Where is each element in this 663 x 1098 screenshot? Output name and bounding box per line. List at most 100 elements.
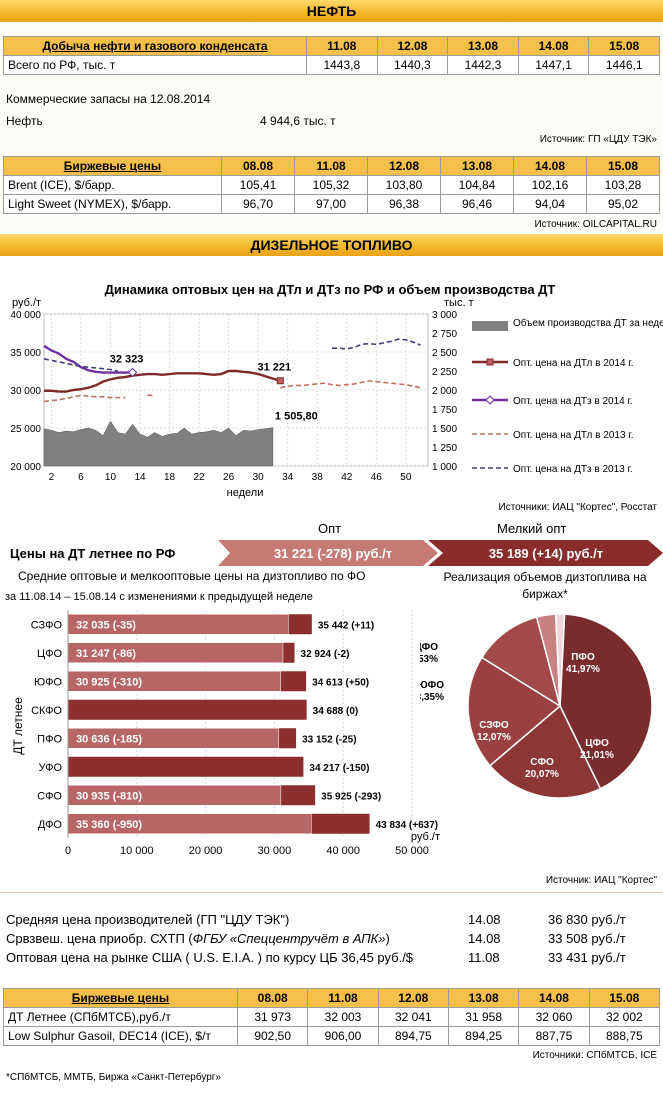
y-tick-left: 40 000 [10, 310, 41, 321]
pie-label-name: ЦФО [585, 738, 609, 749]
regional-subtitle: за 11.08.14 – 15.08.14 с изменениями к п… [5, 591, 313, 603]
x-tick: 2 [49, 472, 55, 483]
ds-ex-value: 894,75 [377, 1026, 449, 1046]
legend-swatch [472, 321, 508, 331]
bar-label-opt: 30 935 (-810) [76, 790, 142, 802]
x-tick: 26 [223, 472, 235, 483]
legend-label: Объем производства ДТ за неделю [513, 317, 663, 329]
pie-label-value: 3,35% [420, 692, 444, 703]
price-row-date: 14.08 [468, 931, 501, 946]
y-tick-right: 3 000 [432, 310, 457, 321]
category-label: СФО [37, 790, 62, 802]
oil-ex-row-label: Brent (ICE), $/барр. [3, 175, 222, 195]
bar-label-retail: 34 688 (0) [313, 706, 359, 717]
y-tick-right: 2 750 [432, 329, 457, 340]
pie-label-name: ЮФО [420, 680, 444, 691]
oil-ex-value: 97,00 [294, 194, 368, 214]
ds-ex-value: 894,25 [447, 1026, 520, 1046]
marker-dtl [276, 377, 284, 385]
category-label: ЦФО [37, 648, 63, 660]
opt-value: 31 221 (-278) руб./т [274, 546, 392, 561]
ds-ex-value: 32 002 [588, 1007, 661, 1027]
x-tick: 6 [78, 472, 84, 483]
oil-exchange-header: Биржевые цены [3, 156, 222, 176]
prod-row-label: Всего по РФ, тыс. т [3, 55, 307, 75]
source-oilcapital: Источник: OILCAPITAL.RU [534, 219, 657, 230]
source-cortes: Источник: ИАЦ "Кортес" [545, 875, 657, 886]
y-tick-right: 2 000 [432, 386, 457, 397]
oil-exchange-table: Биржевые цены 08.08 11.08 12.08 13.08 14… [3, 156, 660, 214]
pie-slice [554, 613, 566, 707]
oil-ex-date: 12.08 [367, 156, 441, 176]
bar-label-opt: 30 636 (-185) [76, 733, 142, 745]
bar-label-retail: 34 217 (-150) [309, 763, 369, 774]
bar-label-retail: 43 834 (+637) [376, 820, 439, 831]
y-tick-right: 1 750 [432, 405, 457, 416]
pie-label-value: 21,01% [580, 750, 614, 761]
bar-label-retail: 35 442 (+11) [318, 620, 374, 631]
prod-date: 12.08 [376, 36, 449, 56]
oil-ex-value: 96,46 [440, 194, 514, 214]
line-chart-legend: Объем производства ДТ за неделю Опт. цена… [472, 317, 663, 475]
ds-ex-value: 887,75 [518, 1026, 590, 1046]
oil-ex-value: 103,28 [586, 175, 660, 195]
line-chart-ylabel-right: тыс. т [444, 297, 474, 309]
ds-ex-value: 32 041 [377, 1007, 449, 1027]
oil-ex-date: 14.08 [513, 156, 587, 176]
line-chart-axes: 20 000 25 000 30 000 35 000 40 000 1 000 1 250… [10, 310, 457, 483]
x-tick: 0 [65, 845, 71, 857]
series-line [44, 369, 281, 393]
ds-ex-date: 12.08 [377, 988, 449, 1008]
diesel-band: ДИЗЕЛЬНОЕ ТОПЛИВО [0, 234, 663, 256]
ds-ex-value: 32 003 [307, 1007, 379, 1027]
bar-label-retail: 34 613 (+50) [312, 677, 369, 688]
x-tick: 50 000 [395, 845, 429, 857]
separator [0, 892, 663, 893]
pie-slice [467, 656, 562, 767]
category-label: ЮФО [34, 676, 62, 688]
y-tick-left: 20 000 [10, 462, 41, 473]
category-label: ДФО [38, 819, 63, 831]
x-tick: 14 [134, 472, 146, 483]
bar-retail [68, 699, 307, 720]
pie-label-value: 41,97% [566, 664, 600, 675]
y-tick-left: 25 000 [10, 424, 41, 435]
pie-label-name: СЗФО [479, 720, 509, 731]
oil-ex-date: 08.08 [221, 156, 295, 176]
footnote: *СПбМТСБ, ММТБ, Биржа «Санкт-Петербург» [6, 1072, 221, 1083]
legend-label: Опт. цена на ДТз в 2013 г. [513, 464, 633, 475]
pie-label-name: СФО [530, 757, 554, 768]
marker-dtz [127, 367, 138, 378]
source-cdu: Источник: ГП «ЦДУ ТЭК» [539, 134, 657, 145]
price-arrows: 31 221 (-278) руб./т 35 189 (+14) руб./т [218, 540, 663, 566]
opt-label: Опт [318, 521, 342, 536]
series-line [43, 344, 133, 374]
pie-title: Реализация объемов дизтоплива на биржах* [443, 570, 647, 601]
prod-date: 14.08 [517, 36, 590, 56]
bar-chart-ylabel: ДТ летнее [11, 697, 25, 755]
category-label: УФО [38, 762, 62, 774]
pie-label-value: 12,07% [477, 732, 511, 743]
prod-value: 1443,8 [306, 55, 378, 75]
line-chart: Динамика оптовых цен на ДТл и ДТз по РФ … [10, 282, 663, 499]
price-row-value: 33 431 руб./т [548, 950, 626, 965]
legend-label: Опт. цена на ДТз в 2014 г. [513, 396, 633, 407]
prod-value: 1446,1 [588, 55, 660, 75]
series-area [43, 420, 274, 467]
pie-label-name: ПФО [571, 652, 595, 663]
x-tick: 40 000 [326, 845, 360, 857]
production-header: Добыча нефти и газового конденсата [3, 36, 307, 56]
stocks-value: 4 944,6 тыс. т [260, 114, 336, 128]
x-tick: 42 [341, 472, 353, 483]
source-spbmtsb-ice: Источники: СПбМТСБ, ICE [532, 1050, 657, 1061]
x-tick: 34 [282, 472, 294, 483]
bar-chart: 32 035 (-35) 35 442 (+11) 31 247 (-86) 32 9… [11, 610, 440, 857]
data-label: 31 221 [257, 362, 291, 374]
oil-band: НЕФТЬ [0, 0, 663, 22]
data-label: 1 505,80 [275, 411, 318, 423]
oil-ex-value: 94,04 [513, 194, 587, 214]
oil-ex-date: 13.08 [440, 156, 514, 176]
oil-ex-value: 105,41 [221, 175, 295, 195]
x-tick: 38 [312, 472, 324, 483]
series-line [43, 338, 421, 372]
